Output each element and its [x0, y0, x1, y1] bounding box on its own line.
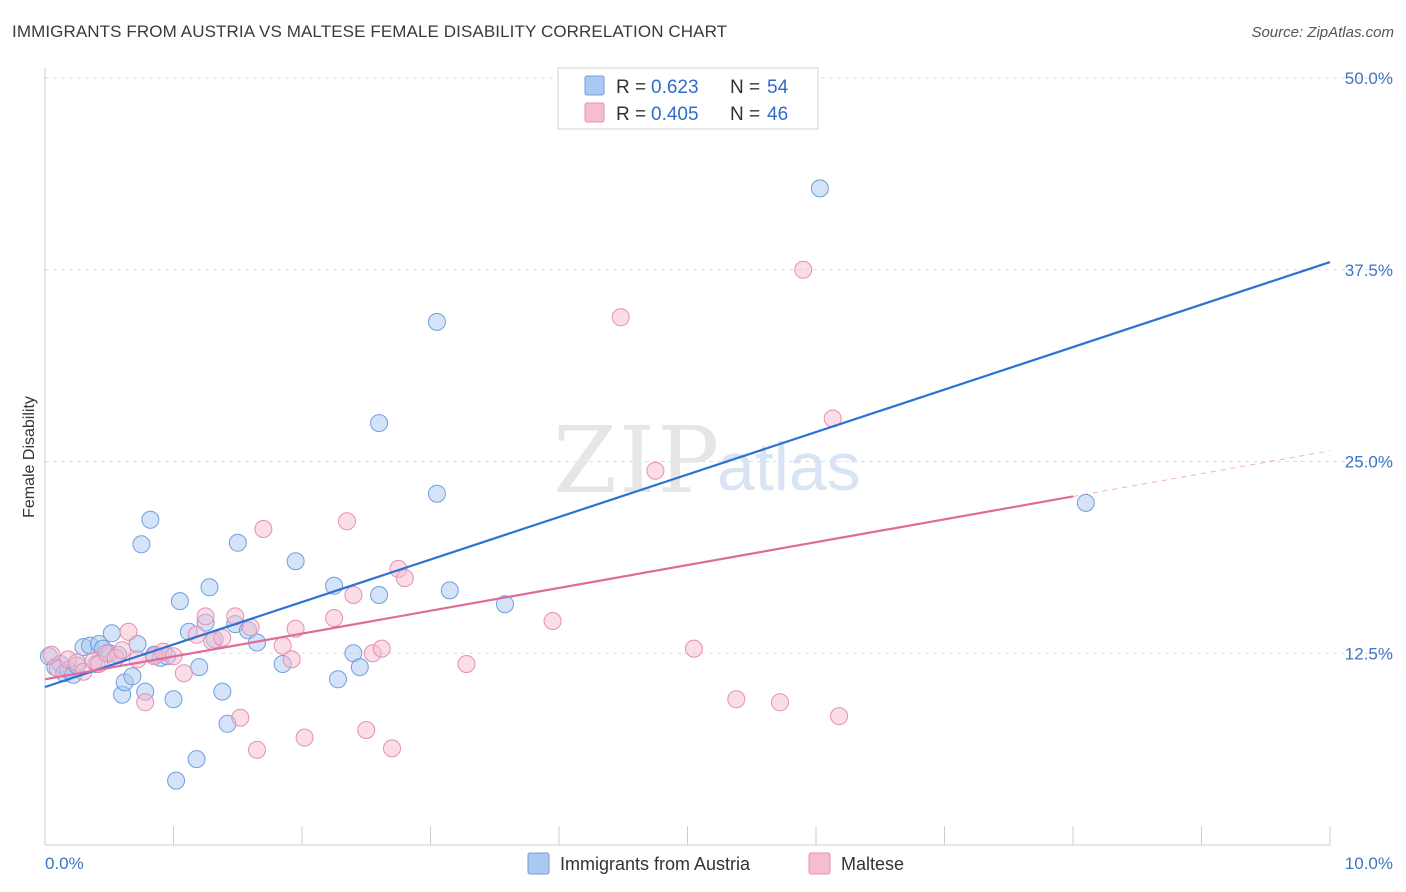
point-maltese-30 [325, 609, 344, 627]
point-maltese-12 [136, 693, 155, 712]
point-maltese-27 [282, 650, 301, 669]
x-tick-label-1: 10.0% [1345, 854, 1393, 873]
tick-labels: 12.5% 25.0% 37.5% 50.0% 0.0% 10.0% [45, 69, 1393, 873]
point-austria-48 [370, 414, 389, 433]
axes [44, 68, 1331, 846]
trend-lines [44, 261, 1331, 689]
y-tick-label-3: 50.0% [1345, 69, 1393, 88]
point-austria-45 [350, 658, 369, 677]
point-austria-50 [440, 581, 459, 600]
point-maltese-42 [646, 461, 665, 480]
point-austria-34 [213, 682, 232, 701]
correlation-legend: R = 0.623 N = 54 R = 0.405 N = 46 [557, 67, 819, 130]
point-maltese-24 [248, 740, 266, 759]
legend-r-label-austria: R = [616, 77, 646, 98]
point-maltese-41 [611, 308, 630, 327]
legend-r-value-maltese: 0.405 [651, 104, 699, 125]
series-swatch-austria [527, 852, 550, 875]
point-austria-51 [496, 595, 514, 614]
legend-swatch-austria [584, 75, 605, 96]
point-maltese-43 [684, 639, 703, 658]
point-maltese-48 [830, 707, 849, 726]
chart-title: IMMIGRANTS FROM AUSTRIA VS MALTESE FEMAL… [12, 22, 728, 41]
legend-n-value-maltese: 46 [767, 104, 788, 125]
point-austria-46 [370, 586, 389, 604]
point-maltese-45 [771, 693, 789, 712]
trend-extension-maltese [1072, 450, 1331, 497]
point-maltese-46 [794, 260, 813, 279]
point-maltese-20 [213, 628, 232, 647]
series-label-austria: Immigrants from Austria [560, 854, 751, 874]
point-maltese-39 [457, 655, 476, 673]
legend-n-label-maltese: N = [730, 104, 760, 125]
point-maltese-31 [338, 512, 356, 531]
point-austria-43 [329, 670, 347, 689]
point-maltese-36 [383, 739, 401, 758]
point-austria-21 [141, 510, 160, 529]
legend-r-value-austria: 0.623 [651, 77, 699, 98]
legend-n-value-austria: 54 [767, 77, 789, 98]
legend-n-label-austria: N = [730, 77, 760, 98]
point-maltese-32 [344, 586, 363, 604]
point-austria-32 [200, 578, 219, 597]
point-austria-19 [132, 535, 151, 554]
point-maltese-35 [372, 639, 391, 658]
legend-swatch-maltese [584, 102, 605, 123]
watermark-zip: ZIP [553, 407, 721, 514]
point-maltese-40 [543, 612, 562, 630]
point-maltese-25 [254, 520, 273, 538]
point-austria-25 [164, 690, 183, 709]
y-axis-label: Female Disability [21, 396, 38, 518]
y-tick-label-1: 25.0% [1345, 453, 1393, 472]
point-austria-26 [167, 771, 186, 790]
y-tick-label-0: 12.5% [1345, 644, 1393, 663]
point-austria-30 [190, 658, 209, 677]
point-austria-29 [187, 750, 206, 769]
point-maltese-33 [357, 721, 376, 739]
point-maltese-38 [395, 569, 414, 588]
point-austria-52 [810, 179, 829, 198]
point-austria-47 [427, 312, 446, 331]
point-maltese-22 [231, 708, 250, 727]
point-maltese-9 [113, 641, 132, 660]
series-legend: Immigrants from Austria Maltese [527, 852, 904, 875]
point-austria-41 [286, 552, 305, 571]
point-maltese-18 [196, 607, 215, 626]
y-tick-label-2: 37.5% [1345, 261, 1393, 280]
legend-r-label-maltese: R = [616, 104, 646, 125]
x-tick-label-0: 0.0% [45, 854, 84, 873]
point-austria-49 [427, 484, 446, 503]
series-label-maltese: Maltese [841, 854, 904, 874]
series-swatch-maltese [808, 852, 831, 875]
point-austria-27 [170, 592, 189, 611]
point-austria-53 [1076, 493, 1095, 512]
point-maltese-29 [295, 728, 314, 747]
point-maltese-16 [174, 664, 193, 683]
trend-line-maltese [44, 495, 1074, 681]
source-credit: Source: ZipAtlas.com [1251, 24, 1394, 41]
grid-lines [45, 77, 1392, 654]
point-austria-17 [123, 667, 142, 686]
trend-line-austria [44, 261, 1331, 689]
point-maltese-44 [727, 690, 746, 709]
point-maltese-10 [119, 622, 138, 641]
point-austria-37 [228, 533, 247, 552]
point-austria-13 [102, 624, 121, 643]
